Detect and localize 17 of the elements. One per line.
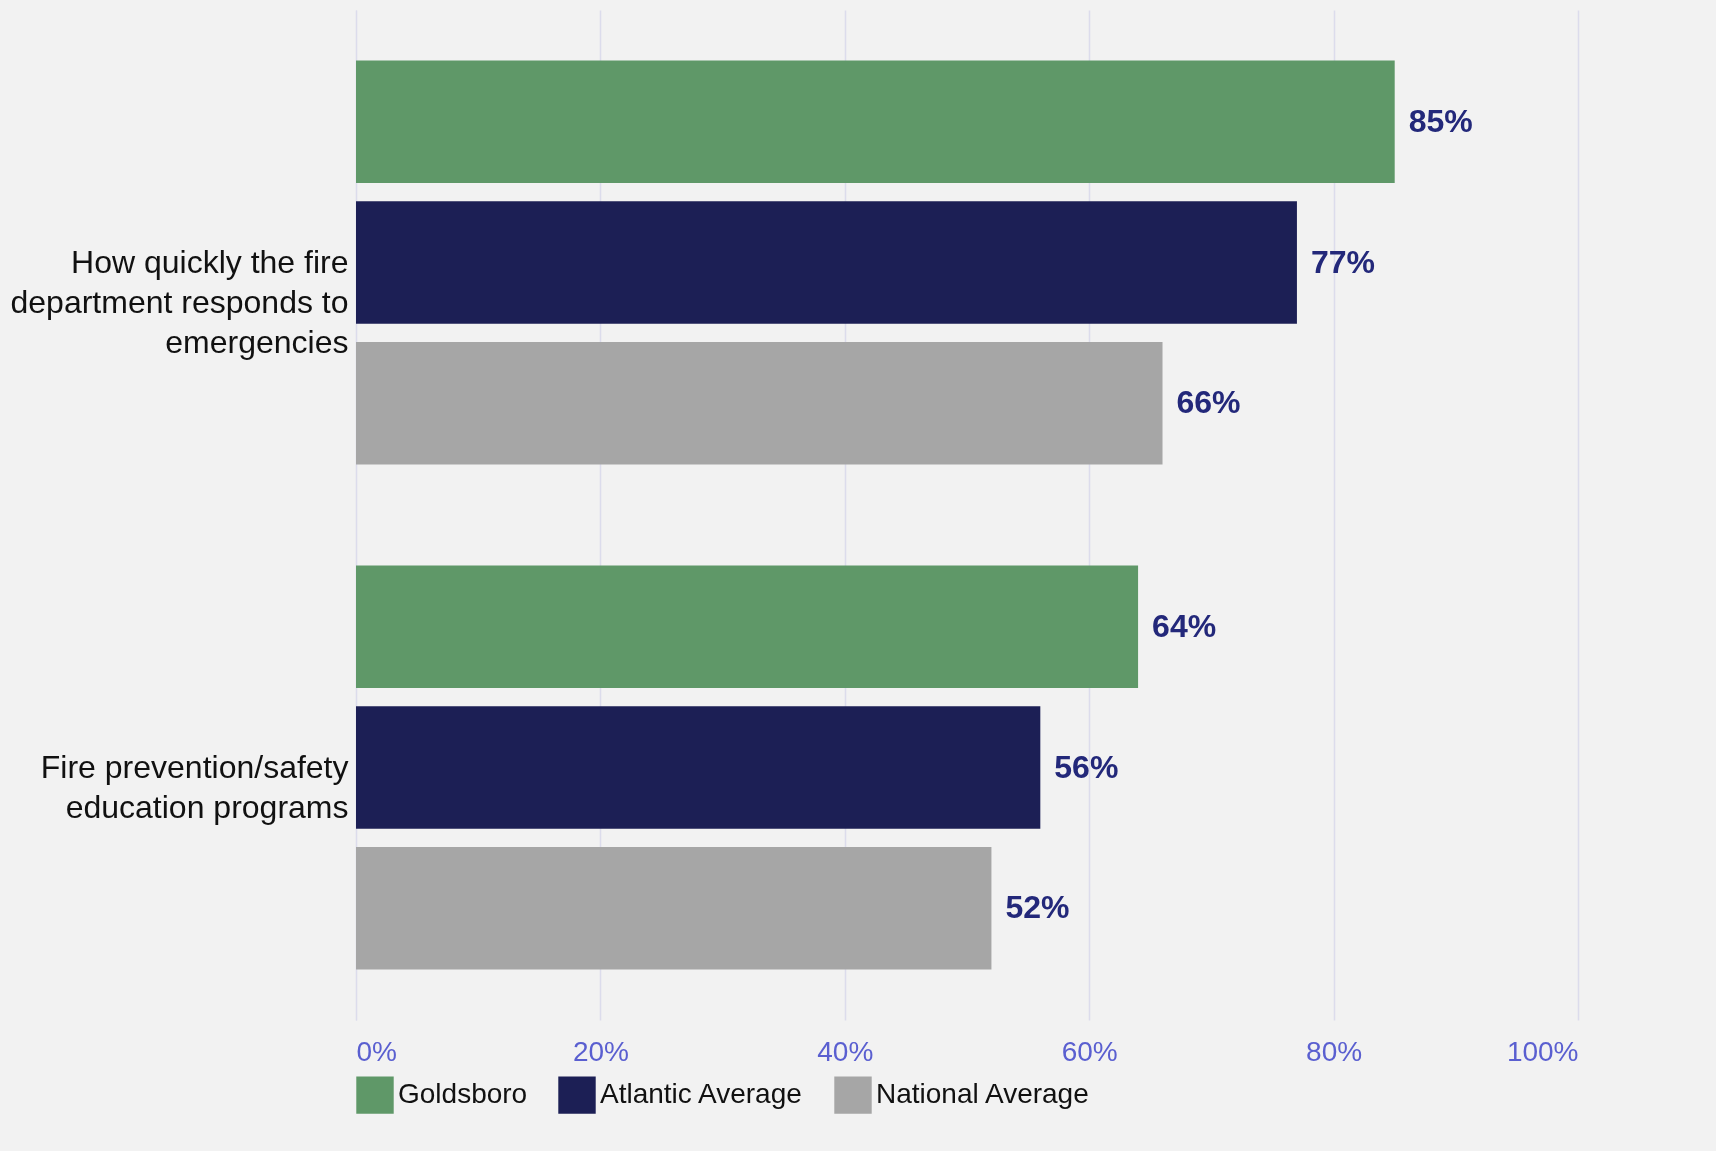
legend-label: Goldsboro <box>398 1078 528 1110</box>
x-tick-label: 60% <box>1061 1035 1118 1067</box>
y-tick-label: How quickly the fire department responds to emergencies <box>10 243 349 360</box>
text: 77% <box>1310 243 1375 280</box>
text: 52% <box>1005 889 1070 926</box>
text: 64% <box>1152 607 1217 644</box>
legend-label: Atlantic Average <box>600 1078 802 1110</box>
text: 85% <box>1408 102 1473 139</box>
x-tick-label: 80% <box>1306 1035 1363 1067</box>
x-tick-label: 100% <box>1506 1035 1579 1067</box>
y-tick-label: Fire prevention/safety education programs <box>40 748 349 825</box>
x-tick-label: 0% <box>356 1035 397 1067</box>
legend-label: National Average <box>876 1078 1089 1110</box>
x-tick-label: 20% <box>572 1035 629 1067</box>
text: 56% <box>1054 748 1119 785</box>
text: 66% <box>1176 384 1241 421</box>
x-tick-label: 40% <box>817 1035 874 1067</box>
